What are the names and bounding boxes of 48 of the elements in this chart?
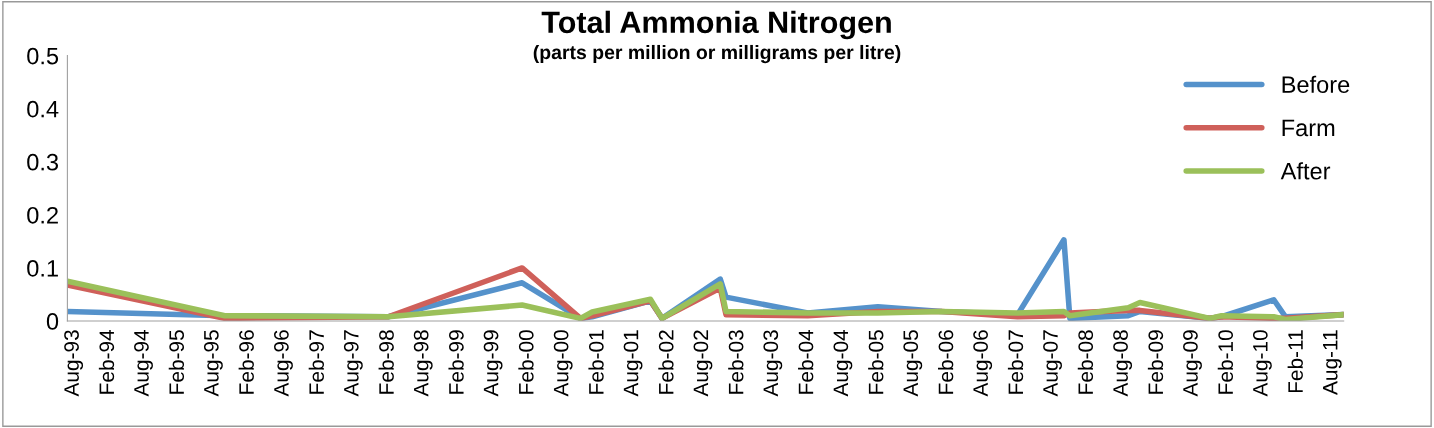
y-tick-label: 0.3 (27, 153, 59, 171)
chart-title: Total Ammonia Nitrogen (541, 10, 891, 40)
x-tick-label: Aug-11 (1323, 330, 1342, 395)
legend-label: After (1280, 162, 1331, 180)
x-tick-label: Aug-95 (203, 330, 223, 397)
x-tick-label: Feb-05 (868, 330, 884, 394)
x-tick-label: Feb-02 (658, 330, 674, 394)
x-tick-label: Feb-10 (1217, 330, 1234, 394)
x-tick-label: Aug-06 (973, 330, 993, 397)
x-tick-label: Feb-99 (448, 330, 464, 394)
x-tick-label: Feb-94 (98, 329, 115, 394)
y-tick-label: 0 (46, 313, 59, 330)
x-tick-label: Aug-98 (413, 330, 433, 397)
x-tick-label: Aug-05 (903, 330, 923, 397)
legend-label: Farm (1282, 119, 1335, 137)
x-tick-label: Feb-04 (798, 329, 814, 394)
y-tick-label: 0.2 (27, 206, 58, 224)
x-tick-label: Aug-02 (693, 330, 713, 397)
x-tick-label: Feb-98 (378, 330, 394, 394)
x-tick-label: Feb-00 (518, 330, 534, 394)
x-tick-label: Aug-96 (274, 330, 293, 397)
x-tick-label: Aug-03 (763, 330, 783, 397)
x-tick-label: Feb-06 (938, 330, 954, 394)
x-tick-label: Aug-08 (1113, 330, 1133, 397)
x-tick-label: Feb-03 (728, 330, 744, 394)
x-tick-label: Aug-93 (64, 330, 84, 397)
x-tick-label: Aug-07 (1043, 330, 1062, 397)
y-tick-label: 0.1 (27, 260, 58, 277)
x-tick-label: Feb-95 (168, 330, 185, 394)
x-tick-label: Feb-08 (1077, 330, 1094, 394)
x-tick-label: Feb-11 (1287, 330, 1303, 393)
x-tick-label: Aug-09 (1183, 330, 1202, 397)
y-tick-label: 0.5 (27, 47, 59, 65)
y-tick-label: 0.4 (27, 100, 59, 118)
x-tick-label: Aug-99 (483, 330, 503, 397)
x-tick-label: Feb-09 (1147, 330, 1164, 394)
chart-subtitle: (parts per million or milligrams per litre) (533, 44, 901, 64)
x-tick-label: Aug-01 (623, 330, 643, 397)
x-tick-label: Aug-04 (833, 329, 853, 397)
legend-label: Before (1282, 75, 1350, 94)
x-tick-label: Aug-94 (134, 329, 153, 397)
x-tick-label: Feb-07 (1007, 330, 1024, 394)
x-tick-label: Feb-01 (588, 330, 604, 394)
x-tick-label: Feb-96 (238, 330, 254, 394)
x-tick-label: Aug-00 (553, 330, 573, 397)
x-tick-label: Feb-97 (308, 330, 324, 394)
x-tick-label: Aug-10 (1252, 330, 1272, 397)
x-tick-label: Aug-97 (343, 330, 363, 397)
